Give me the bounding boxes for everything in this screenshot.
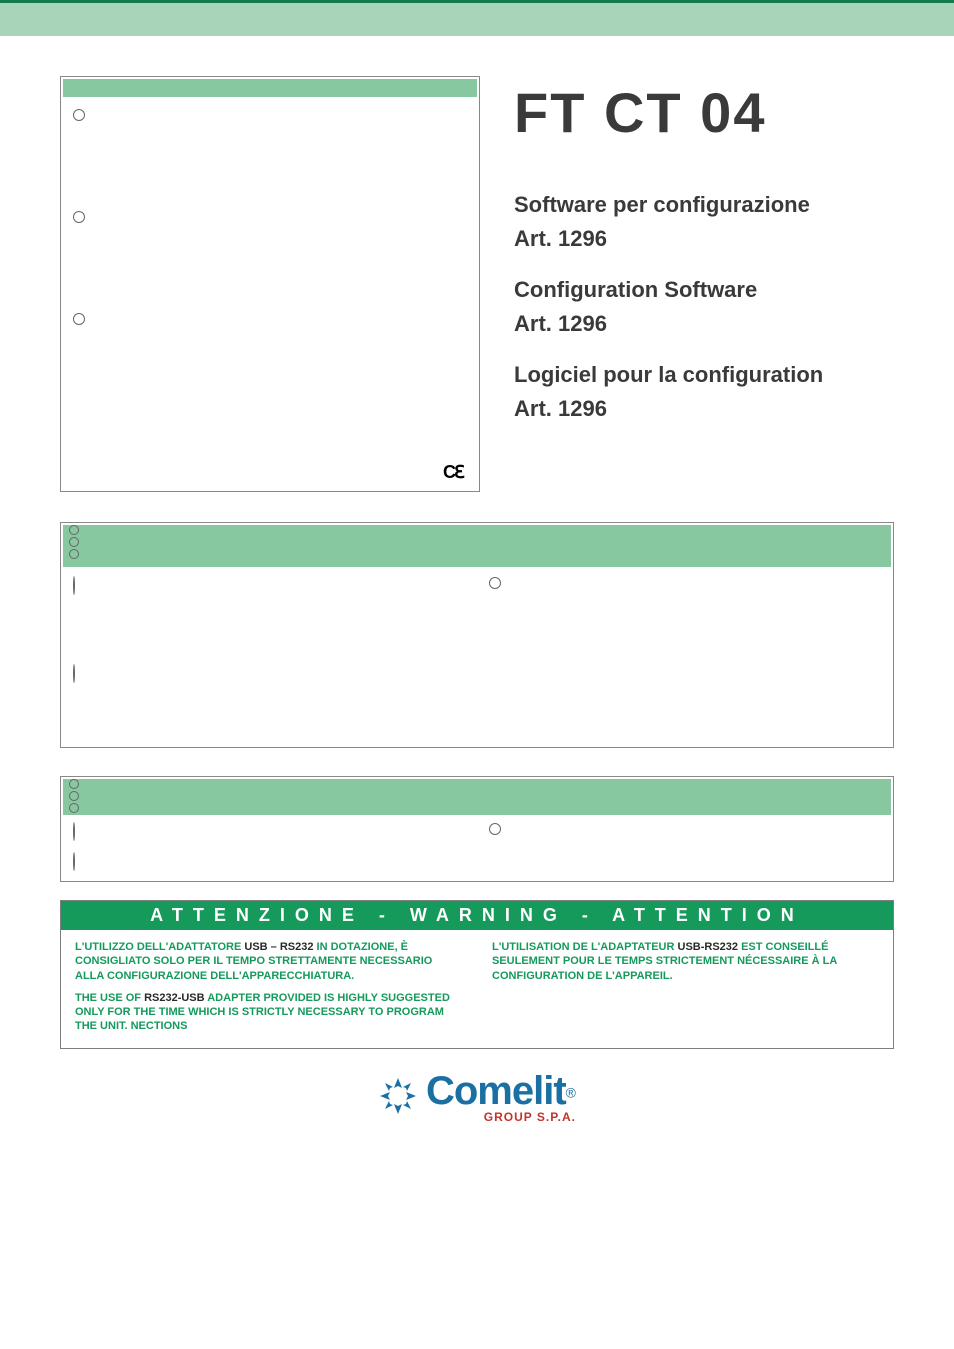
bullet-icon (73, 576, 75, 595)
warn-en-a: THE USE OF (75, 992, 144, 1004)
top-ribbon (0, 0, 954, 36)
document-code-title: FT CT 04 (514, 80, 894, 145)
feature-box-2 (60, 776, 894, 882)
desc-line-en-1: Configuration Software (514, 276, 894, 304)
attention-section: ATTENZIONE - WARNING - ATTENTION L'UTILI… (0, 900, 954, 1049)
lower-dot (73, 853, 75, 871)
desc-line-it-2: Art. 1296 (514, 225, 894, 253)
page-root: Cℇ FT CT 04 Software per configurazione … (0, 0, 954, 1148)
attention-header: ATTENZIONE - WARNING - ATTENTION (61, 901, 893, 930)
bullet-icon (69, 803, 79, 813)
warn-it-a: L'UTILIZZO DELL'ADATTATORE (75, 941, 244, 953)
body-dot-row (73, 577, 75, 595)
bullet-icon (69, 537, 79, 547)
warning-text-fr: L'UTILISATION DE L'ADAPTATEUR USB-RS232 … (492, 940, 879, 983)
bullet-icon (489, 577, 501, 589)
bullet-icon (73, 211, 85, 223)
warning-text-it: L'UTILIZZO DELL'ADATTATORE USB – RS232 I… (75, 940, 462, 983)
logo-registered: ® (566, 1084, 576, 1100)
desc-line-fr-2: Art. 1296 (514, 395, 894, 423)
desc-line-en-2: Art. 1296 (514, 310, 894, 338)
warn-fr-a: L'UTILISATION DE L'ADAPTATEUR (492, 941, 678, 953)
warn-en-bold: RS232-USB (144, 992, 205, 1004)
bullet-icon (69, 525, 79, 535)
bullet-icon (69, 779, 79, 789)
logo-name: Comelit (426, 1069, 566, 1113)
header-dot-column (69, 779, 79, 813)
attention-column-left: L'UTILIZZO DELL'ADATTATORE USB – RS232 I… (75, 940, 462, 1034)
bullet-icon (69, 549, 79, 559)
logo-mark-icon (378, 1076, 418, 1116)
lower-dot (73, 665, 75, 683)
warn-fr-bold: USB-RS232 (678, 941, 739, 953)
panel-header-bar (63, 525, 891, 567)
bullet-icon (73, 109, 85, 121)
left-dot-column (73, 109, 85, 325)
desc-italian: Software per configurazione Art. 1296 (514, 191, 894, 252)
desc-french: Logiciel pour la configuration Art. 1296 (514, 361, 894, 422)
feature-box-1 (60, 522, 894, 748)
attention-box: ATTENZIONE - WARNING - ATTENTION L'UTILI… (60, 900, 894, 1049)
panel-header-bar (63, 79, 477, 97)
header-dot-column (69, 525, 79, 559)
bullet-icon (73, 664, 75, 683)
bullet-icon (73, 313, 85, 325)
logo: Comelit® GROUP S.P.A. (378, 1069, 576, 1124)
product-illustration-box: Cℇ (60, 76, 480, 492)
body-dot-row (73, 823, 75, 841)
attention-body: L'UTILIZZO DELL'ADATTATORE USB – RS232 I… (61, 930, 893, 1048)
logo-text-wrap: Comelit® GROUP S.P.A. (426, 1069, 576, 1124)
warning-text-en: THE USE OF RS232-USB ADAPTER PROVIDED IS… (75, 991, 462, 1034)
bullet-icon (73, 822, 75, 841)
attention-column-right: L'UTILISATION DE L'ADAPTATEUR USB-RS232 … (492, 940, 879, 1034)
ce-mark: Cℇ (443, 462, 463, 483)
bullet-icon (73, 852, 75, 871)
desc-line-it-1: Software per configurazione (514, 191, 894, 219)
title-column: FT CT 04 Software per configurazione Art… (514, 76, 894, 446)
middle-box-row (0, 522, 954, 882)
bullet-icon (489, 823, 501, 835)
desc-line-fr-1: Logiciel pour la configuration (514, 361, 894, 389)
bullet-icon (69, 791, 79, 801)
panel-header-bar (63, 779, 891, 815)
upper-row: Cℇ FT CT 04 Software per configurazione … (0, 76, 954, 492)
desc-english: Configuration Software Art. 1296 (514, 276, 894, 337)
logo-section: Comelit® GROUP S.P.A. (0, 1069, 954, 1148)
warn-it-bold: USB – RS232 (244, 941, 313, 953)
left-panel-container: Cℇ (60, 76, 480, 492)
